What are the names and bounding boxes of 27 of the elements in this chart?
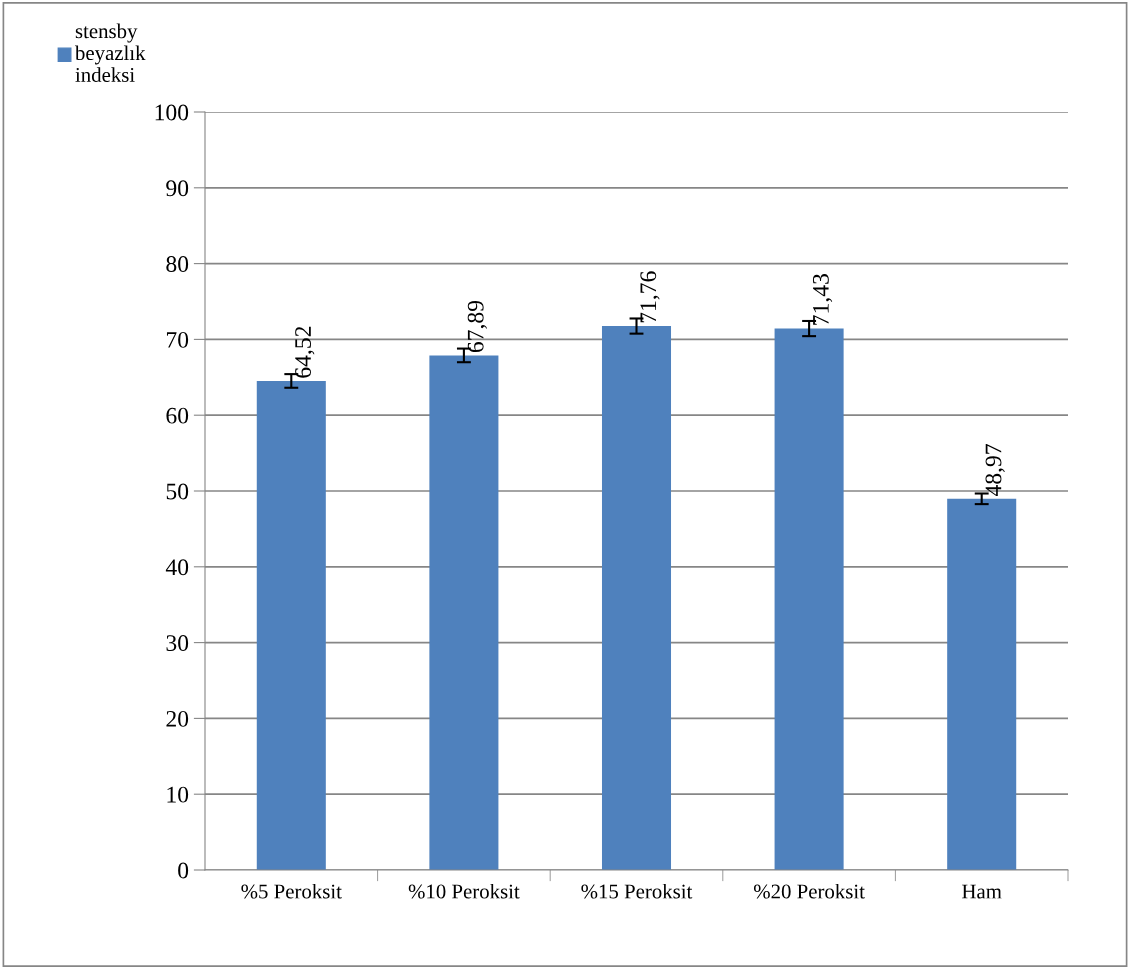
x-tick-label: %20 Peroksit <box>753 883 865 899</box>
bar <box>429 355 499 870</box>
data-label: 48,97 <box>985 444 1005 497</box>
y-tick-label: 100 <box>155 104 189 121</box>
bar <box>256 380 326 870</box>
data-label: 71,43 <box>812 274 833 325</box>
y-tick-label: 0 <box>178 862 189 879</box>
data-label: 64,52 <box>295 326 315 378</box>
y-tick-label: 70 <box>166 331 189 348</box>
x-tick-label: Ham <box>962 884 1002 899</box>
y-tick-label: 60 <box>166 407 189 424</box>
x-tick-label: %10 Peroksit <box>408 883 520 899</box>
legend-label: stensby beyazlık indeksi <box>74 23 146 82</box>
y-tick-label: 40 <box>165 559 189 576</box>
y-tick-label: 80 <box>166 256 189 273</box>
y-tick-label: 20 <box>166 710 189 727</box>
data-label: 67,89 <box>467 300 488 353</box>
y-tick-label: 30 <box>166 635 189 652</box>
y-tick-label: 90 <box>166 180 189 197</box>
data-label: 71,76 <box>640 271 660 323</box>
y-tick-label: 50 <box>166 483 189 500</box>
x-tick-label: %5 Peroksit <box>241 883 342 899</box>
bar <box>947 498 1017 870</box>
x-tick-label: %15 Peroksit <box>581 883 693 899</box>
y-tick-label: 10 <box>167 786 189 803</box>
bar <box>601 326 672 870</box>
bar <box>774 328 844 870</box>
